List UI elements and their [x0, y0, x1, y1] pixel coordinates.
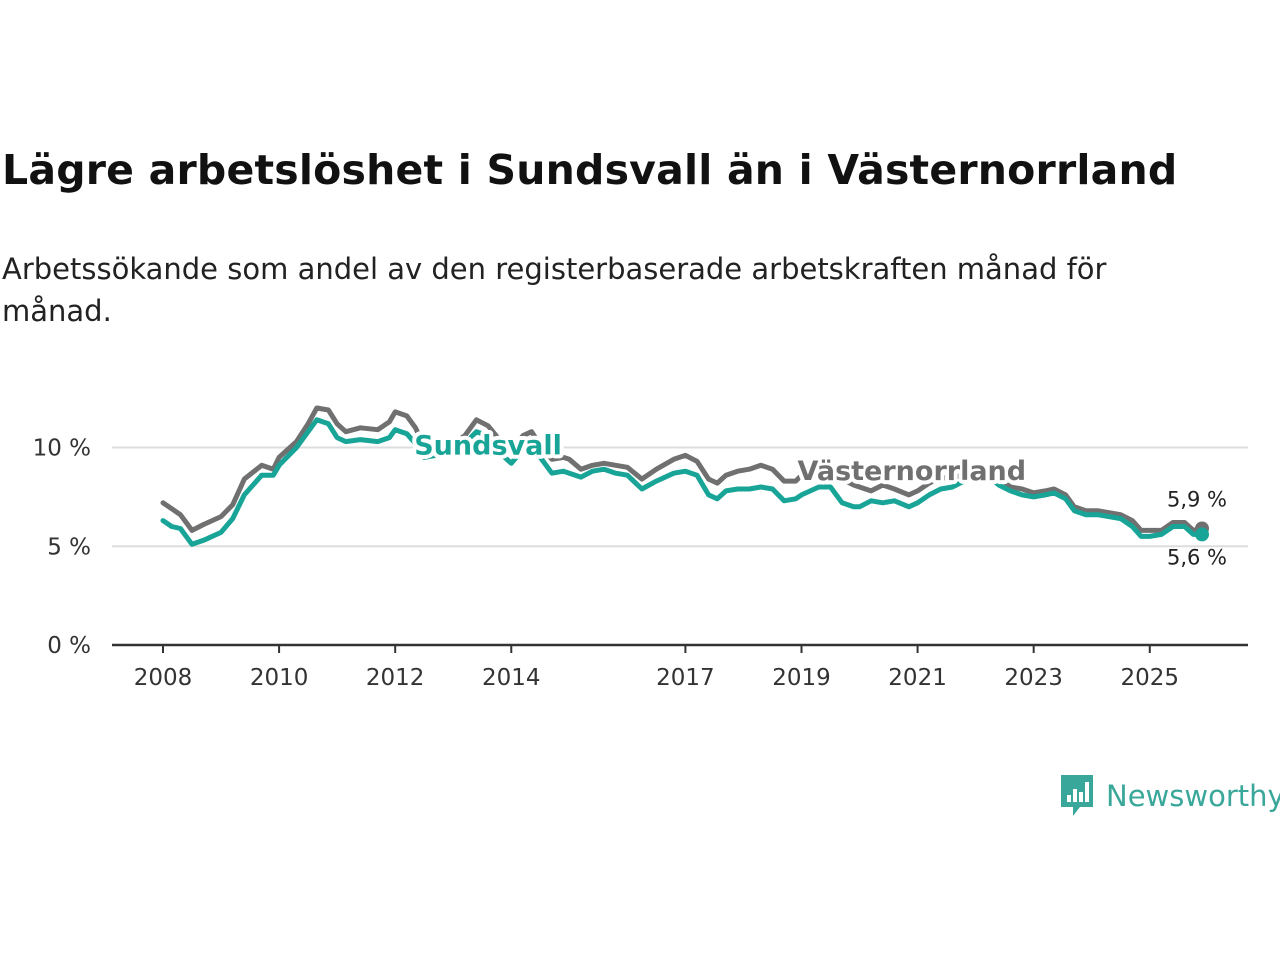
end-label-vasternorrland: 5,9 % — [1167, 487, 1227, 511]
x-tick-label: 2019 — [772, 665, 831, 691]
brand-name: Newsworthy — [1106, 779, 1280, 813]
series-labels: 5,9 % 5,6 % Sundsvall Västernorrland — [410, 427, 1227, 570]
line-chart: 0 %5 %10 % 2008 2010 2012 2014 2017 2019 2021 2… — [33, 405, 1248, 691]
series-label-sundsvall: Sundsvall — [414, 431, 562, 462]
series-label-vasternorrland: Västernorrland — [797, 456, 1026, 487]
x-tick-label: 2012 — [366, 665, 425, 691]
y-axis: 0 % 5 % 10 % — [33, 436, 91, 660]
x-tick-label: 2023 — [1004, 665, 1063, 691]
series-line-vasternorrland — [160, 405, 1205, 533]
x-tick-label: 2025 — [1120, 665, 1179, 691]
grid-lines — [112, 446, 1248, 548]
chart-title: Lägre arbetslöshet i Sundsvall än i Väst… — [2, 146, 1178, 194]
series-group — [160, 405, 1209, 547]
x-axis: 2008 2010 2012 2014 2017 2019 2021 2023 2025 — [112, 643, 1248, 691]
y-tick-label: 10 % — [33, 436, 91, 462]
x-tick-label: 2017 — [656, 665, 715, 691]
x-tick-label: 2021 — [888, 665, 947, 691]
chart-subtitle: Arbetssökande som andel av den registerb… — [2, 252, 1107, 328]
newsworthy-logo-icon — [1061, 775, 1093, 816]
y-tick-label: 0 % — [47, 633, 91, 659]
x-tick-label: 2014 — [482, 665, 541, 691]
end-label-sundsvall: 5,6 % — [1167, 545, 1227, 569]
x-tick-label: 2010 — [250, 665, 309, 691]
series-line-sundsvall — [160, 417, 1205, 547]
newsworthy-logo: Newsworthy — [1058, 773, 1280, 819]
x-tick-label: 2008 — [134, 665, 193, 691]
series-end-dot-sundsvall — [1195, 527, 1209, 542]
y-tick-label: 5 % — [47, 534, 91, 560]
